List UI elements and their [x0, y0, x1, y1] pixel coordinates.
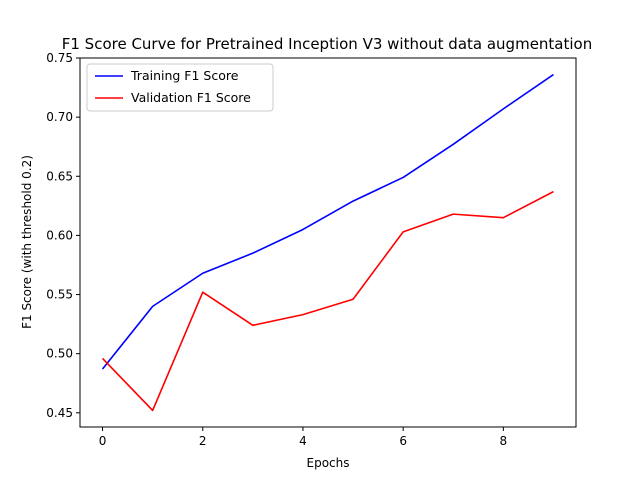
series-line-0: [101, 73, 554, 370]
x-tick-label: 4: [299, 434, 307, 448]
y-tick-label: 0.75: [46, 51, 73, 65]
y-axis-label: F1 Score (with threshold 0.2): [20, 155, 34, 329]
x-axis-ticks: 0 2 4 6 8: [99, 427, 507, 448]
x-axis-label: Epochs: [307, 456, 350, 470]
legend-box: [86, 63, 274, 112]
chart-title: F1 Score Curve for Pretrained Inception …: [62, 35, 593, 53]
x-tick-label: 6: [399, 434, 407, 448]
y-axis-ticks: 0.45 0.50 0.55 0.60 0.65 0.70 0.75: [46, 51, 80, 420]
series-layer: [101, 73, 554, 412]
plot-area: 0 2 4 6 8 0.45 0.50 0.55 0.60 0.65 0.70 0.75: [46, 51, 577, 448]
legend-label-training: Training F1 Score: [130, 68, 239, 83]
series-line-1: [101, 190, 554, 412]
legend: Training F1 Score Validation F1 Score: [86, 63, 274, 112]
x-tick-label: 2: [199, 434, 207, 448]
plot-frame: [79, 57, 577, 428]
y-tick-label: 0.60: [46, 228, 73, 242]
y-tick-label: 0.70: [46, 110, 73, 124]
legend-label-validation: Validation F1 Score: [131, 90, 251, 105]
x-tick-label: 8: [500, 434, 508, 448]
y-tick-label: 0.45: [46, 406, 73, 420]
y-tick-label: 0.50: [46, 347, 73, 361]
x-tick-label: 0: [99, 434, 107, 448]
y-tick-label: 0.55: [46, 288, 73, 302]
y-tick-label: 0.65: [46, 169, 73, 183]
